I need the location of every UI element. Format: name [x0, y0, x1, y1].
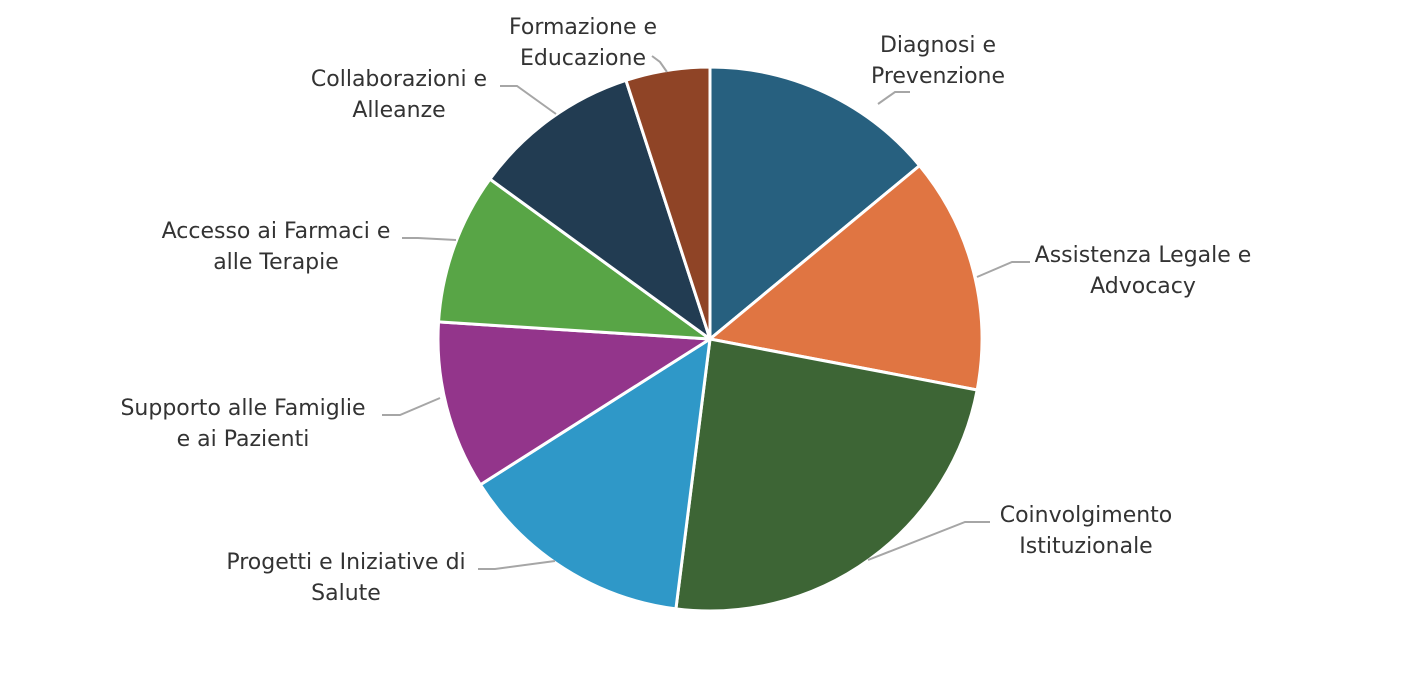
slice-label-line: Accesso ai Farmaci e [162, 219, 391, 244]
slice-label-line: Collaborazioni e [311, 67, 487, 92]
leader-line-formazione-e-educazione [651, 55, 668, 73]
slice-label-line: Assistenza Legale e [1035, 243, 1252, 268]
slice-labels: Diagnosi e Prevenzione Assistenza Legale e… [120, 15, 1251, 606]
leader-line-supporto-alle-famiglie-e-ai-pazienti [382, 397, 441, 416]
slice-label-line: Supporto alle Famiglie [120, 396, 365, 421]
slice-label-diagnosi-e-prevenzione: Diagnosi e Prevenzione [871, 33, 1005, 89]
pie-slice-supporto-alle-famiglie-e-ai-pazienti [436, 320, 712, 487]
leader-line-diagnosi-e-prevenzione [877, 91, 910, 105]
leader-line-coinvolgimento-istituzionale [867, 521, 990, 561]
slice-label-line: Progetti e Iniziative di [226, 550, 465, 575]
pie-slices [436, 65, 984, 613]
leader-line-assistenza-legale-e-advocacy [976, 261, 1030, 278]
slice-label-coinvolgimento-istituzionale: Coinvolgimento Istituzionale [1000, 503, 1173, 559]
slice-label-assistenza-legale-e-advocacy: Assistenza Legale e Advocacy [1035, 243, 1252, 299]
slice-label-formazione-e-educazione: Formazione e Educazione [509, 15, 657, 71]
slice-label-line: Coinvolgimento [1000, 503, 1173, 528]
pie-slice-diagnosi-e-prevenzione [708, 65, 922, 341]
slice-label-line: Formazione e [509, 15, 657, 40]
pie-slice-accesso-ai-farmaci-e-alle-terapie [437, 177, 712, 341]
pie-slice-collaborazioni-e-alleanze [488, 78, 712, 341]
slice-label-line: Advocacy [1090, 274, 1196, 299]
slice-label-line: Alleanze [352, 98, 445, 123]
slice-label-line: alle Terapie [213, 250, 339, 275]
slice-label-line: e ai Pazienti [177, 427, 310, 452]
slice-label-progetti-e-iniziative-di-salute: Progetti e Iniziative di Salute [226, 550, 465, 606]
slice-label-line: Salute [311, 581, 381, 606]
leader-line-accesso-ai-farmaci-e-alle-terapie [402, 237, 457, 241]
pie-slice-progetti-e-iniziative-di-salute [478, 337, 712, 611]
leader-lines [382, 55, 1030, 570]
pie-slice-formazione-e-educazione [624, 65, 712, 341]
leader-line-progetti-e-iniziative-di-salute [478, 560, 556, 570]
leader-line-collaborazioni-e-alleanze [500, 85, 557, 115]
slice-label-accesso-ai-farmaci-e-alle-terapie: Accesso ai Farmaci e alle Terapie [162, 219, 391, 275]
slice-label-line: Educazione [520, 46, 646, 71]
slice-label-line: Prevenzione [871, 64, 1005, 89]
slice-label-line: Istituzionale [1019, 534, 1152, 559]
slice-label-collaborazioni-e-alleanze: Collaborazioni e Alleanze [311, 67, 487, 123]
slice-label-line: Diagnosi e [880, 33, 996, 58]
pie-slice-assistenza-legale-e-advocacy [708, 164, 984, 392]
slice-label-supporto-alle-famiglie-e-ai-pazienti: Supporto alle Famiglie e ai Pazienti [120, 396, 365, 452]
